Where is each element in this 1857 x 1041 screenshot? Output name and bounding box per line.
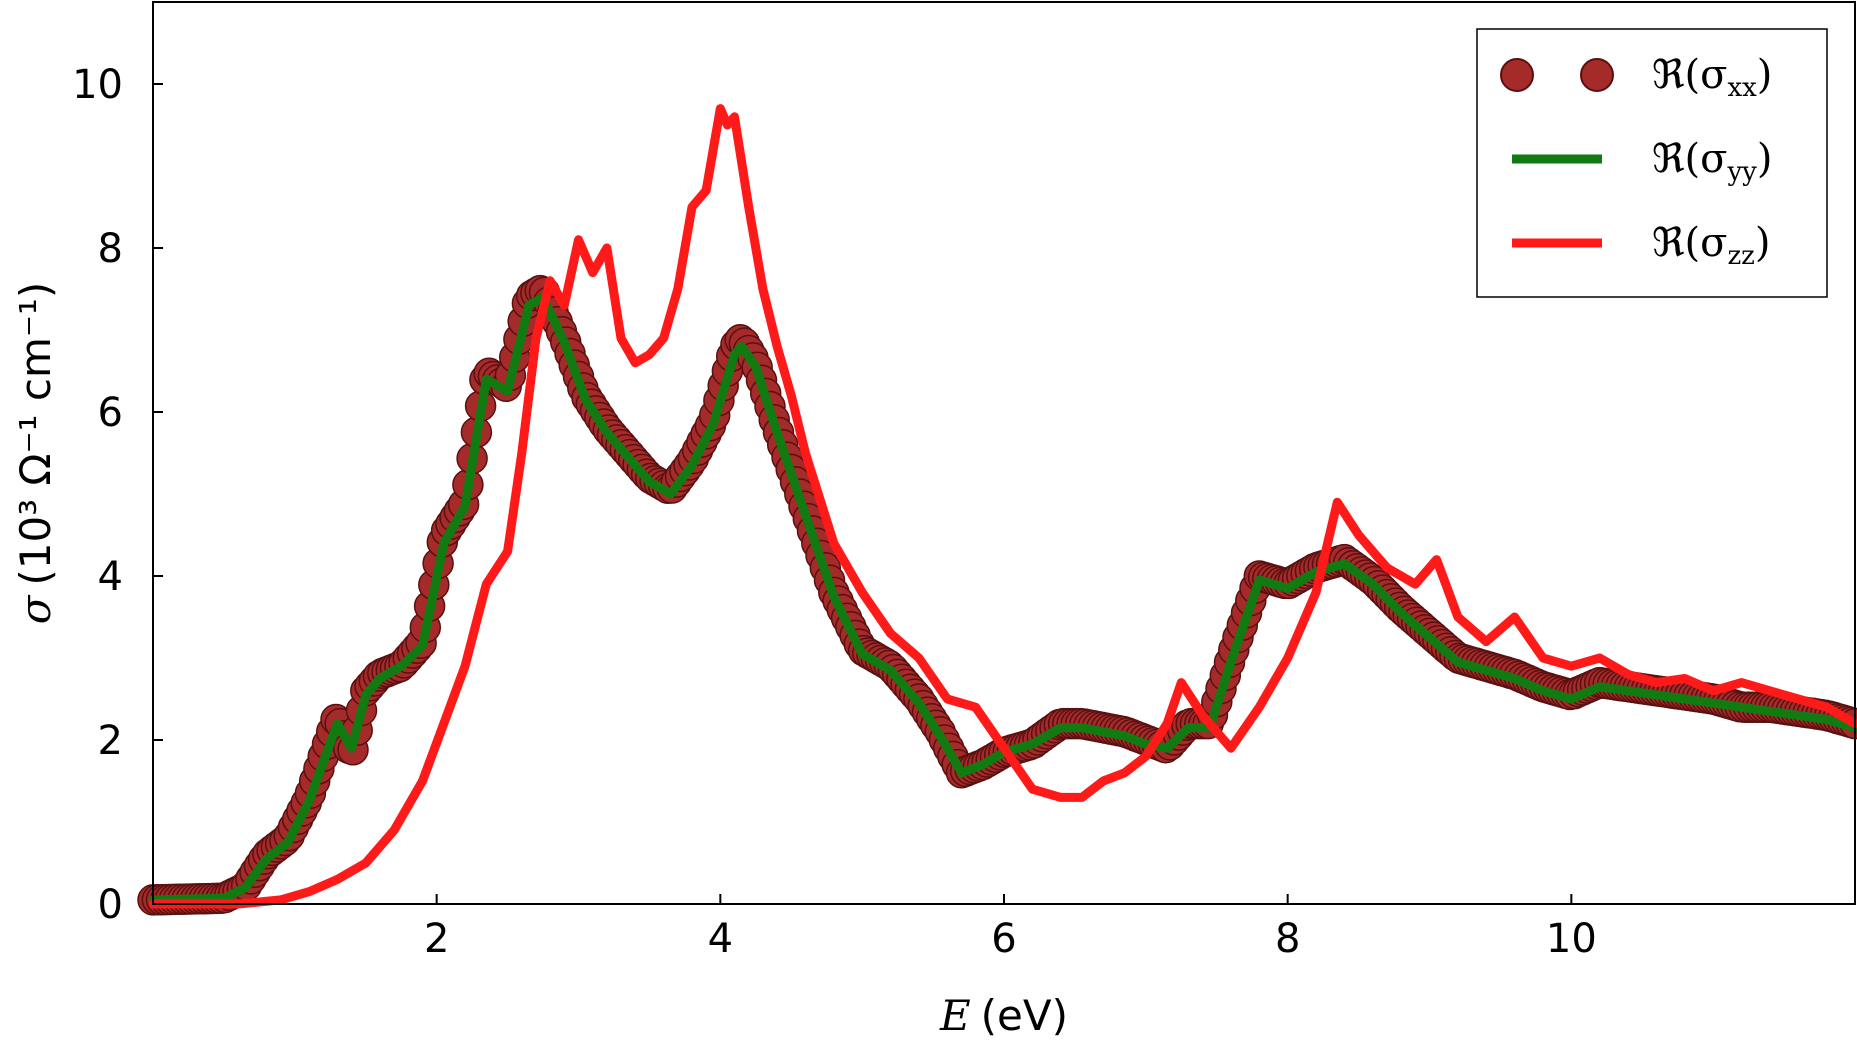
legend-marker-xx-b — [1580, 58, 1614, 92]
y-tick-label: 8 — [98, 226, 123, 272]
series-2 — [148, 104, 1857, 909]
series-line — [148, 104, 1857, 909]
legend-label-zz: ℜ(σzz) — [1652, 220, 1770, 271]
x-axis-unit: (eV) — [981, 991, 1068, 1040]
legend-label-xx: ℜ(σxx) — [1652, 52, 1772, 103]
x-tick-label: 4 — [708, 916, 733, 962]
x-tick-label: 6 — [991, 916, 1016, 962]
y-axis-label: σ (10³ Ω⁻¹ cm⁻¹) — [11, 282, 60, 625]
series-1 — [148, 292, 1857, 905]
y-tick-label: 6 — [98, 390, 123, 436]
legend-label-yy: ℜ(σyy) — [1652, 136, 1772, 187]
y-tick-label: 4 — [98, 554, 123, 600]
x-axis-variable: E — [939, 991, 971, 1040]
y-axis-ticks: 0 2 4 6 8 10 — [72, 62, 163, 928]
y-tick-label: 0 — [98, 882, 123, 928]
legend: ℜ(σxx) ℜ(σyy) ℜ(σzz) — [1476, 28, 1828, 298]
x-tick-label: 8 — [1275, 916, 1300, 962]
x-axis-ticks: 2 4 6 8 10 — [424, 894, 1597, 962]
x-axis-label: E (eV) — [939, 991, 1068, 1040]
x-tick-label: 2 — [424, 916, 449, 962]
x-tick-label: 10 — [1546, 916, 1597, 962]
y-axis-variable: σ — [11, 594, 60, 624]
y-tick-label: 10 — [72, 62, 123, 108]
legend-marker-xx-a — [1500, 58, 1534, 92]
y-axis-unit: (10³ Ω⁻¹ cm⁻¹) — [11, 282, 60, 586]
plot-series — [137, 104, 1857, 916]
y-tick-label: 2 — [98, 718, 123, 764]
series-line — [148, 292, 1857, 905]
